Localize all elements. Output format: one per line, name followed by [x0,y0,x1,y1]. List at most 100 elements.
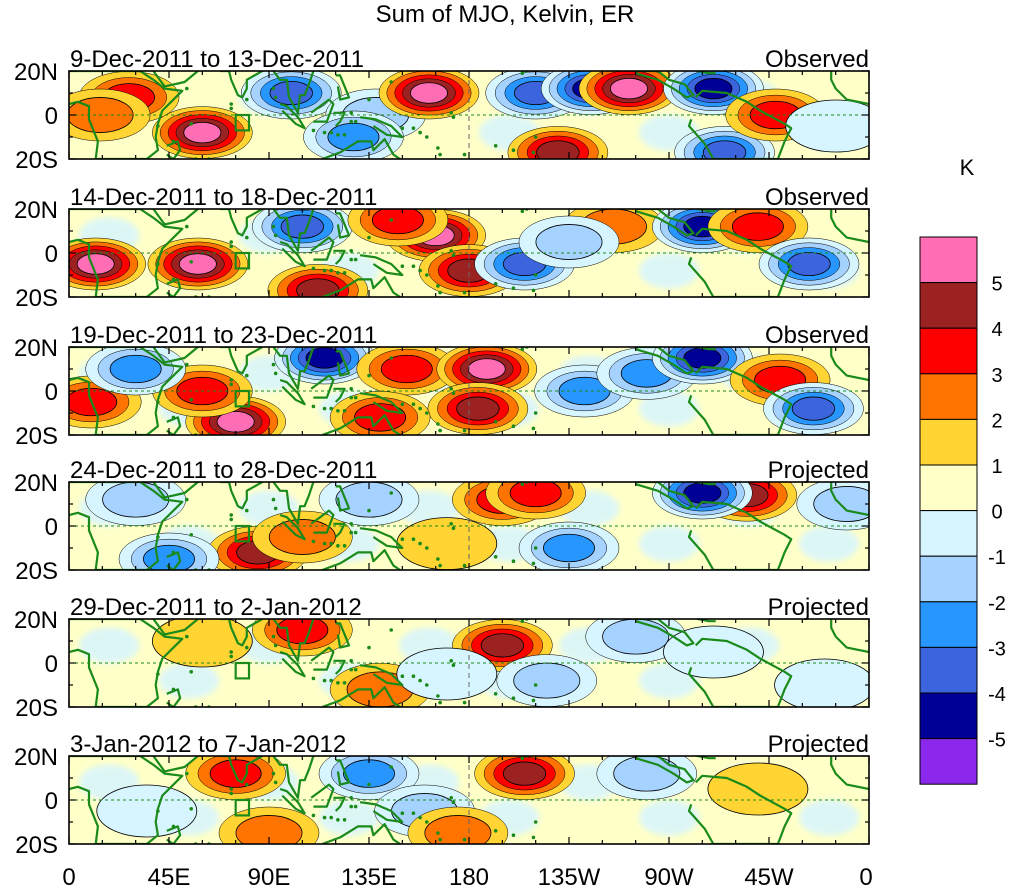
island [411,537,416,541]
contour-level-3 [371,209,424,235]
lon-label-0: 0 [62,864,75,889]
island [156,400,160,404]
island [229,102,234,106]
colorbar-swatch [919,373,978,420]
lon-label-135e: 135E [341,864,397,889]
island [511,696,516,700]
island [462,152,467,157]
coastline [359,527,404,550]
figure-title: Sum of MJO, Kelvin, ER [376,1,635,28]
island [273,506,278,511]
coastline [333,111,346,127]
island [493,420,498,424]
island [156,535,160,539]
island [411,126,416,130]
coastline [359,801,404,824]
contour-level--2 [102,482,170,518]
anomaly-blob [474,756,575,800]
panel-status-label: Projected [768,457,869,484]
island [462,290,467,295]
lat-label: 20S [15,423,58,450]
island [229,650,234,654]
island [271,86,276,91]
island [462,837,467,842]
island [531,698,536,703]
anomaly-blob [578,71,680,115]
island [462,700,467,705]
contour-level--1 [96,784,198,838]
anomaly-blob [763,382,864,435]
coastline [635,71,695,99]
coastline [693,71,716,75]
island [400,537,405,541]
panel-status-label: Observed [765,322,869,349]
field-shading [639,390,699,427]
contour-level-3 [69,387,118,417]
contour-level-4 [456,396,500,421]
coastline [687,774,793,844]
reference-box [234,798,251,817]
contour-level--1 [785,99,869,153]
colorbar-swatch [919,282,978,329]
island [424,820,429,824]
island [531,426,536,431]
colorbar-tick-labels: 5 4 3 2 1 0 -1 -2 -3 -4 -5 [988,274,1006,752]
reference-box [234,113,251,132]
coastlines [69,347,869,435]
island [342,681,347,685]
island [520,756,525,760]
island [367,782,371,787]
island [531,561,536,566]
island [451,391,456,396]
axis-ticks [68,346,870,436]
island [418,678,422,683]
coastlines [69,482,869,570]
island [311,539,316,544]
coastline [321,414,401,435]
island [449,659,454,663]
contour-level--1 [396,647,498,701]
coastline [333,387,346,403]
island [273,371,278,376]
contour-level--5 [694,77,733,100]
anomaly-blob [267,264,369,297]
island [511,833,516,837]
island [273,643,278,648]
colorbar-tick-label: -3 [988,638,1006,660]
anomaly-blob [347,209,449,247]
coastline [310,509,335,534]
island [353,257,358,262]
lon-label-45w: 45W [744,864,794,889]
island [353,119,358,124]
island [367,373,371,378]
contour-level--1 [663,625,764,679]
island [336,409,340,413]
island [229,106,234,111]
panel-4-field [79,482,869,570]
contour-level-1 [396,517,498,570]
island [511,559,516,563]
field-shading [639,799,699,836]
island [244,508,249,513]
panel-period-label: 14-Dec-2011 to 18-Dec-2011 [70,184,377,211]
island [533,411,538,415]
island [531,288,536,293]
island [349,796,354,800]
island [533,273,538,277]
island [229,791,234,796]
island [229,382,234,387]
lon-label-45e: 45E [148,864,191,889]
island [511,148,516,152]
island [400,674,405,678]
panels-group: 20N 0 20S 9-Dec-2011 to 13-Dec-2011 Observed… [14,46,870,859]
coastline [220,71,263,99]
island [436,831,440,835]
contour-level-3 [380,354,433,384]
coastline [693,482,716,486]
island [400,811,405,815]
contour-level-2 [424,815,492,844]
anomaly-blob [707,762,809,816]
island [342,818,347,822]
island [451,115,456,119]
island [436,694,440,698]
